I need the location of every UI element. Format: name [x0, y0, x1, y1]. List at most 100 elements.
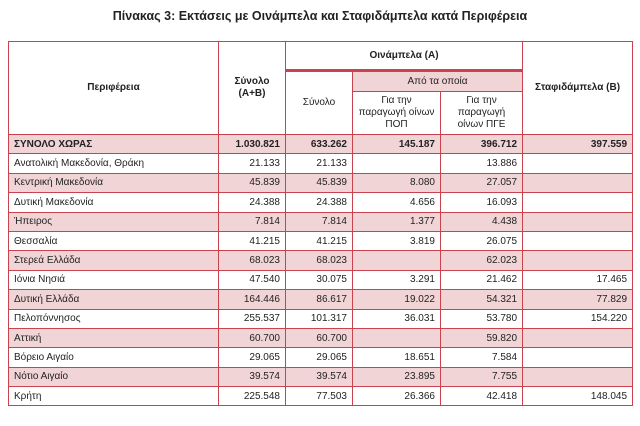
cell-pdo: 145.187 [352, 133, 441, 155]
cell-pgi: 7.584 [439, 347, 524, 368]
header-wine-total: Σύνολο [285, 69, 353, 135]
cell-wine-total: 77.503 [285, 386, 353, 407]
cell-pdo: 4.656 [352, 192, 441, 213]
total-row: ΣΥΝΟΛΟ ΧΩΡΑΣ 1.030.821 633.262 145.187 396.7… [8, 133, 634, 155]
cell-wine-total: 60.700 [285, 327, 353, 349]
cell-pdo [352, 327, 441, 349]
cell-pgi: 42.418 [439, 386, 524, 407]
cell-region: Πελοπόννησος [8, 308, 219, 329]
cell-raisin: 148.045 [522, 386, 634, 407]
cell-region: Κρήτη [8, 386, 219, 407]
cell-region: Δυτική Ελλάδα [8, 289, 219, 310]
cell-wine-total: 101.317 [285, 308, 353, 329]
cell-region: Ήπειρος [8, 211, 219, 232]
table-row: Νότιο Αιγαίο 39.574 39.574 23.895 7.755 [8, 366, 634, 388]
cell-pdo: 23.895 [352, 366, 441, 388]
cell-pgi: 59.820 [439, 327, 524, 349]
cell-pgi: 62.023 [439, 250, 524, 271]
table-row: Θεσσαλία 41.215 41.215 3.819 26.075 [8, 230, 634, 252]
cell-pgi: 26.075 [439, 230, 524, 252]
cell-pdo: 18.651 [352, 347, 441, 368]
cell-wine-total: 21.133 [285, 153, 353, 174]
header-of-which: Από τα οποία [351, 69, 524, 92]
cell-total: 68.023 [218, 250, 286, 271]
cell-pgi: 7.755 [439, 366, 524, 388]
cell-total: 7.814 [218, 211, 286, 232]
cell-raisin [522, 192, 634, 213]
cell-region: Νότιο Αιγαίο [8, 366, 219, 388]
cell-region: Δυτική Μακεδονία [8, 192, 219, 213]
table-title: Πίνακας 3: Εκτάσεις με Οινάμπελα και Στα… [112, 9, 528, 23]
cell-total: 1.030.821 [218, 133, 286, 155]
cell-raisin: 17.465 [522, 269, 634, 291]
cell-region: Κεντρική Μακεδονία [8, 172, 219, 194]
cell-total: 47.540 [218, 269, 286, 291]
cell-wine-total: 633.262 [285, 133, 353, 155]
cell-pdo: 26.366 [352, 386, 441, 407]
cell-pdo: 36.031 [352, 308, 441, 329]
table-row: Κεντρική Μακεδονία 45.839 45.839 8.080 27.05… [8, 172, 634, 194]
cell-pdo: 8.080 [352, 172, 441, 194]
cell-region: ΣΥΝΟΛΟ ΧΩΡΑΣ [8, 133, 219, 155]
table-row: Ανατολική Μακεδονία, Θράκη 21.133 21.133 13… [8, 153, 634, 174]
cell-pdo: 3.291 [352, 269, 441, 291]
cell-wine-total: 24.388 [285, 192, 353, 213]
cell-pgi: 53.780 [439, 308, 524, 329]
cell-region: Ανατολική Μακεδονία, Θράκη [8, 153, 219, 174]
cell-total: 164.446 [218, 289, 286, 310]
cell-total: 29.065 [218, 347, 286, 368]
cell-region: Θεσσαλία [8, 230, 219, 252]
cell-raisin [522, 153, 634, 174]
cell-wine-total: 86.617 [285, 289, 353, 310]
cell-region: Ιόνια Νησιά [8, 269, 219, 291]
header-region: Περιφέρεια [8, 41, 219, 135]
cell-total: 39.574 [218, 366, 286, 388]
cell-wine-total: 39.574 [285, 366, 353, 388]
cell-total: 21.133 [218, 153, 286, 174]
cell-total: 45.839 [218, 172, 286, 194]
cell-raisin: 77.829 [522, 289, 634, 310]
header-pgi: Για την παραγωγή οίνων ΠΓΕ [439, 91, 524, 135]
cell-raisin [522, 172, 634, 194]
cell-wine-total: 7.814 [285, 211, 353, 232]
cell-raisin [522, 211, 634, 232]
cell-region: Βόρειο Αιγαίο [8, 347, 219, 368]
cell-region: Στερεά Ελλάδα [8, 250, 219, 271]
header-wine-group: Οινάμπελα (Α) [284, 41, 524, 71]
cell-pdo: 19.022 [352, 289, 441, 310]
table-row: Κρήτη 225.548 77.503 26.366 42.418 148.045 [8, 386, 634, 407]
cell-raisin: 154.220 [522, 308, 634, 329]
table-row: Δυτική Μακεδονία 24.388 24.388 4.656 16.093 [8, 192, 634, 213]
cell-region: Αττική [8, 327, 219, 349]
cell-pgi: 396.712 [439, 133, 524, 155]
cell-wine-total: 30.075 [285, 269, 353, 291]
cell-raisin: 397.559 [522, 133, 634, 155]
cell-wine-total: 45.839 [285, 172, 353, 194]
cell-raisin [522, 366, 634, 388]
table-row: Ήπειρος 7.814 7.814 1.377 4.438 [8, 211, 634, 232]
cell-raisin [522, 250, 634, 271]
cell-total: 41.215 [218, 230, 286, 252]
cell-pdo [352, 153, 441, 174]
header-pdo: Για την παραγωγή οίνων ΠΟΠ [352, 91, 441, 135]
table-row: Δυτική Ελλάδα 164.446 86.617 19.022 54.321 77… [8, 289, 634, 310]
cell-pdo [352, 250, 441, 271]
cell-pgi: 27.057 [439, 172, 524, 194]
table-row: Πελοπόννησος 255.537 101.317 36.031 53.780 15… [8, 308, 634, 329]
cell-wine-total: 41.215 [285, 230, 353, 252]
vineyard-areas-table: Περιφέρεια Σύνολο (Α+Β) Οινάμπελα (Α) Στ… [8, 41, 634, 407]
cell-pgi: 16.093 [439, 192, 524, 213]
cell-pgi: 21.462 [439, 269, 524, 291]
cell-wine-total: 68.023 [285, 250, 353, 271]
cell-pgi: 4.438 [439, 211, 524, 232]
cell-pgi: 54.321 [439, 289, 524, 310]
cell-raisin [522, 327, 634, 349]
cell-wine-total: 29.065 [285, 347, 353, 368]
table-row: Βόρειο Αιγαίο 29.065 29.065 18.651 7.584 [8, 347, 634, 368]
header-total-ab: Σύνολο (Α+Β) [218, 41, 286, 135]
table-row: Ιόνια Νησιά 47.540 30.075 3.291 21.462 17.465 [8, 269, 634, 291]
cell-total: 225.548 [218, 386, 286, 407]
cell-total: 24.388 [218, 192, 286, 213]
header-raisin: Σταφιδάμπελα (Β) [522, 41, 634, 135]
table-row: Στερεά Ελλάδα 68.023 68.023 62.023 [8, 250, 634, 271]
